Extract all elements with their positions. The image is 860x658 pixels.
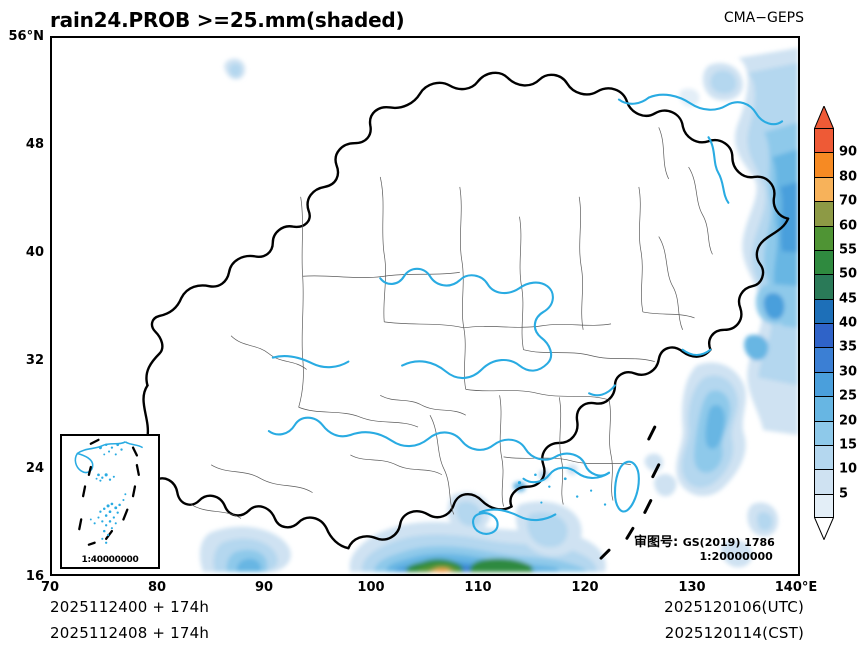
colorbar-tick-label: 70 <box>839 193 858 209</box>
init-time-row-2: 2025112408 + 174h <box>50 624 210 642</box>
x-tick-label-140: 140°E <box>774 580 818 595</box>
x-tick-label-80: 80 <box>147 580 167 595</box>
valid-time-utc: 2025120106(UTC) <box>664 598 804 616</box>
colorbar-tick-label: 15 <box>839 437 858 453</box>
y-tick-label-48: 48 <box>25 137 44 152</box>
colorbar-tick-label: 10 <box>839 461 858 477</box>
colorbar-tick-label: 40 <box>839 315 858 331</box>
colorbar-swatch <box>815 250 833 276</box>
y-tick-label-56: 56°N <box>8 29 44 44</box>
colorbar-tick-label: 60 <box>839 218 858 233</box>
x-tick-label-130: 130 <box>678 580 706 595</box>
colorbar-tick-label: 80 <box>839 169 858 185</box>
colorbar-swatch <box>815 397 833 422</box>
x-tick-label-90: 90 <box>254 580 274 595</box>
x-tick-label-70: 70 <box>40 580 60 595</box>
colorbar-tick-label: 5 <box>839 486 849 502</box>
x-tick-label-100: 100 <box>357 580 385 595</box>
y-tick-label-24: 24 <box>25 461 44 476</box>
init-time-row-1: 2025112400 + 174h <box>50 598 210 616</box>
y-tick-label-16: 16 <box>25 569 44 584</box>
colorbar-over-arrow-icon <box>814 106 834 129</box>
map-approval-note: 审图号: GS(2019) 1786 1:20000000 <box>634 535 775 564</box>
page-title: rain24.PROB >=25.mm(shaded) <box>50 8 405 32</box>
taiwan-outline <box>613 460 640 513</box>
precip-probability-shading <box>199 47 798 573</box>
colorbar-tick-label: 50 <box>839 266 858 282</box>
approval-number: GS(2019) 1786 <box>682 536 775 549</box>
colorbar-swatches <box>814 128 834 519</box>
colorbar-swatch <box>815 177 833 203</box>
colorbar-swatch <box>815 348 833 373</box>
colorbar-under-arrow-icon <box>814 517 834 540</box>
approval-scale: 1:20000000 <box>699 549 773 563</box>
province-border-paths <box>191 127 713 519</box>
colorbar-swatch <box>815 445 833 471</box>
colorbar-tick-label: 25 <box>839 388 858 404</box>
colorbar-tick-label: 90 <box>839 144 858 160</box>
y-tick-label-40: 40 <box>25 245 44 260</box>
colorbar-swatch <box>815 494 833 519</box>
colorbar-swatch <box>815 226 833 251</box>
colorbar-tick-label: 30 <box>839 364 858 380</box>
scs-island-specks <box>517 473 607 506</box>
south-china-sea-inset-map[interactable]: 1:40000000 <box>60 434 160 569</box>
approval-prefix: 审图号: <box>634 535 679 550</box>
colorbar-tick-label: 20 <box>839 413 858 428</box>
x-tick-label-120: 120 <box>571 580 599 595</box>
model-label: CMA−GEPS <box>723 10 804 26</box>
x-tick-label-110: 110 <box>464 580 492 595</box>
inset-scale-label: 1:40000000 <box>81 555 139 565</box>
y-tick-label-32: 32 <box>25 353 44 368</box>
colorbar-tick-label: 55 <box>839 242 858 258</box>
nine-dash-line <box>599 425 661 560</box>
map-plot-area[interactable]: 1:40000000 审图号: GS(2019) 1786 1:20000000 <box>50 36 800 576</box>
inset-vectors <box>74 438 144 546</box>
colorbar-swatch <box>815 421 833 446</box>
colorbar-tick-label: 35 <box>839 339 858 355</box>
colorbar-swatch <box>815 275 833 300</box>
river-paths <box>267 93 784 522</box>
colorbar-swatch <box>815 372 833 398</box>
colorbar-swatch <box>815 202 833 227</box>
hainan-outline <box>472 512 499 535</box>
probability-colorbar[interactable]: 90 80 70 60 55 50 45 40 35 30 25 20 15 10 5 <box>814 106 857 540</box>
colorbar-swatch <box>815 153 833 178</box>
china-basemap-vectors <box>136 71 790 560</box>
colorbar-swatch <box>815 129 833 154</box>
valid-time-cst: 2025120114(CST) <box>664 624 804 642</box>
colorbar-swatch <box>815 299 833 324</box>
colorbar-swatch <box>815 324 833 349</box>
colorbar-tick-label: 45 <box>839 291 858 307</box>
colorbar-swatch <box>815 470 833 495</box>
